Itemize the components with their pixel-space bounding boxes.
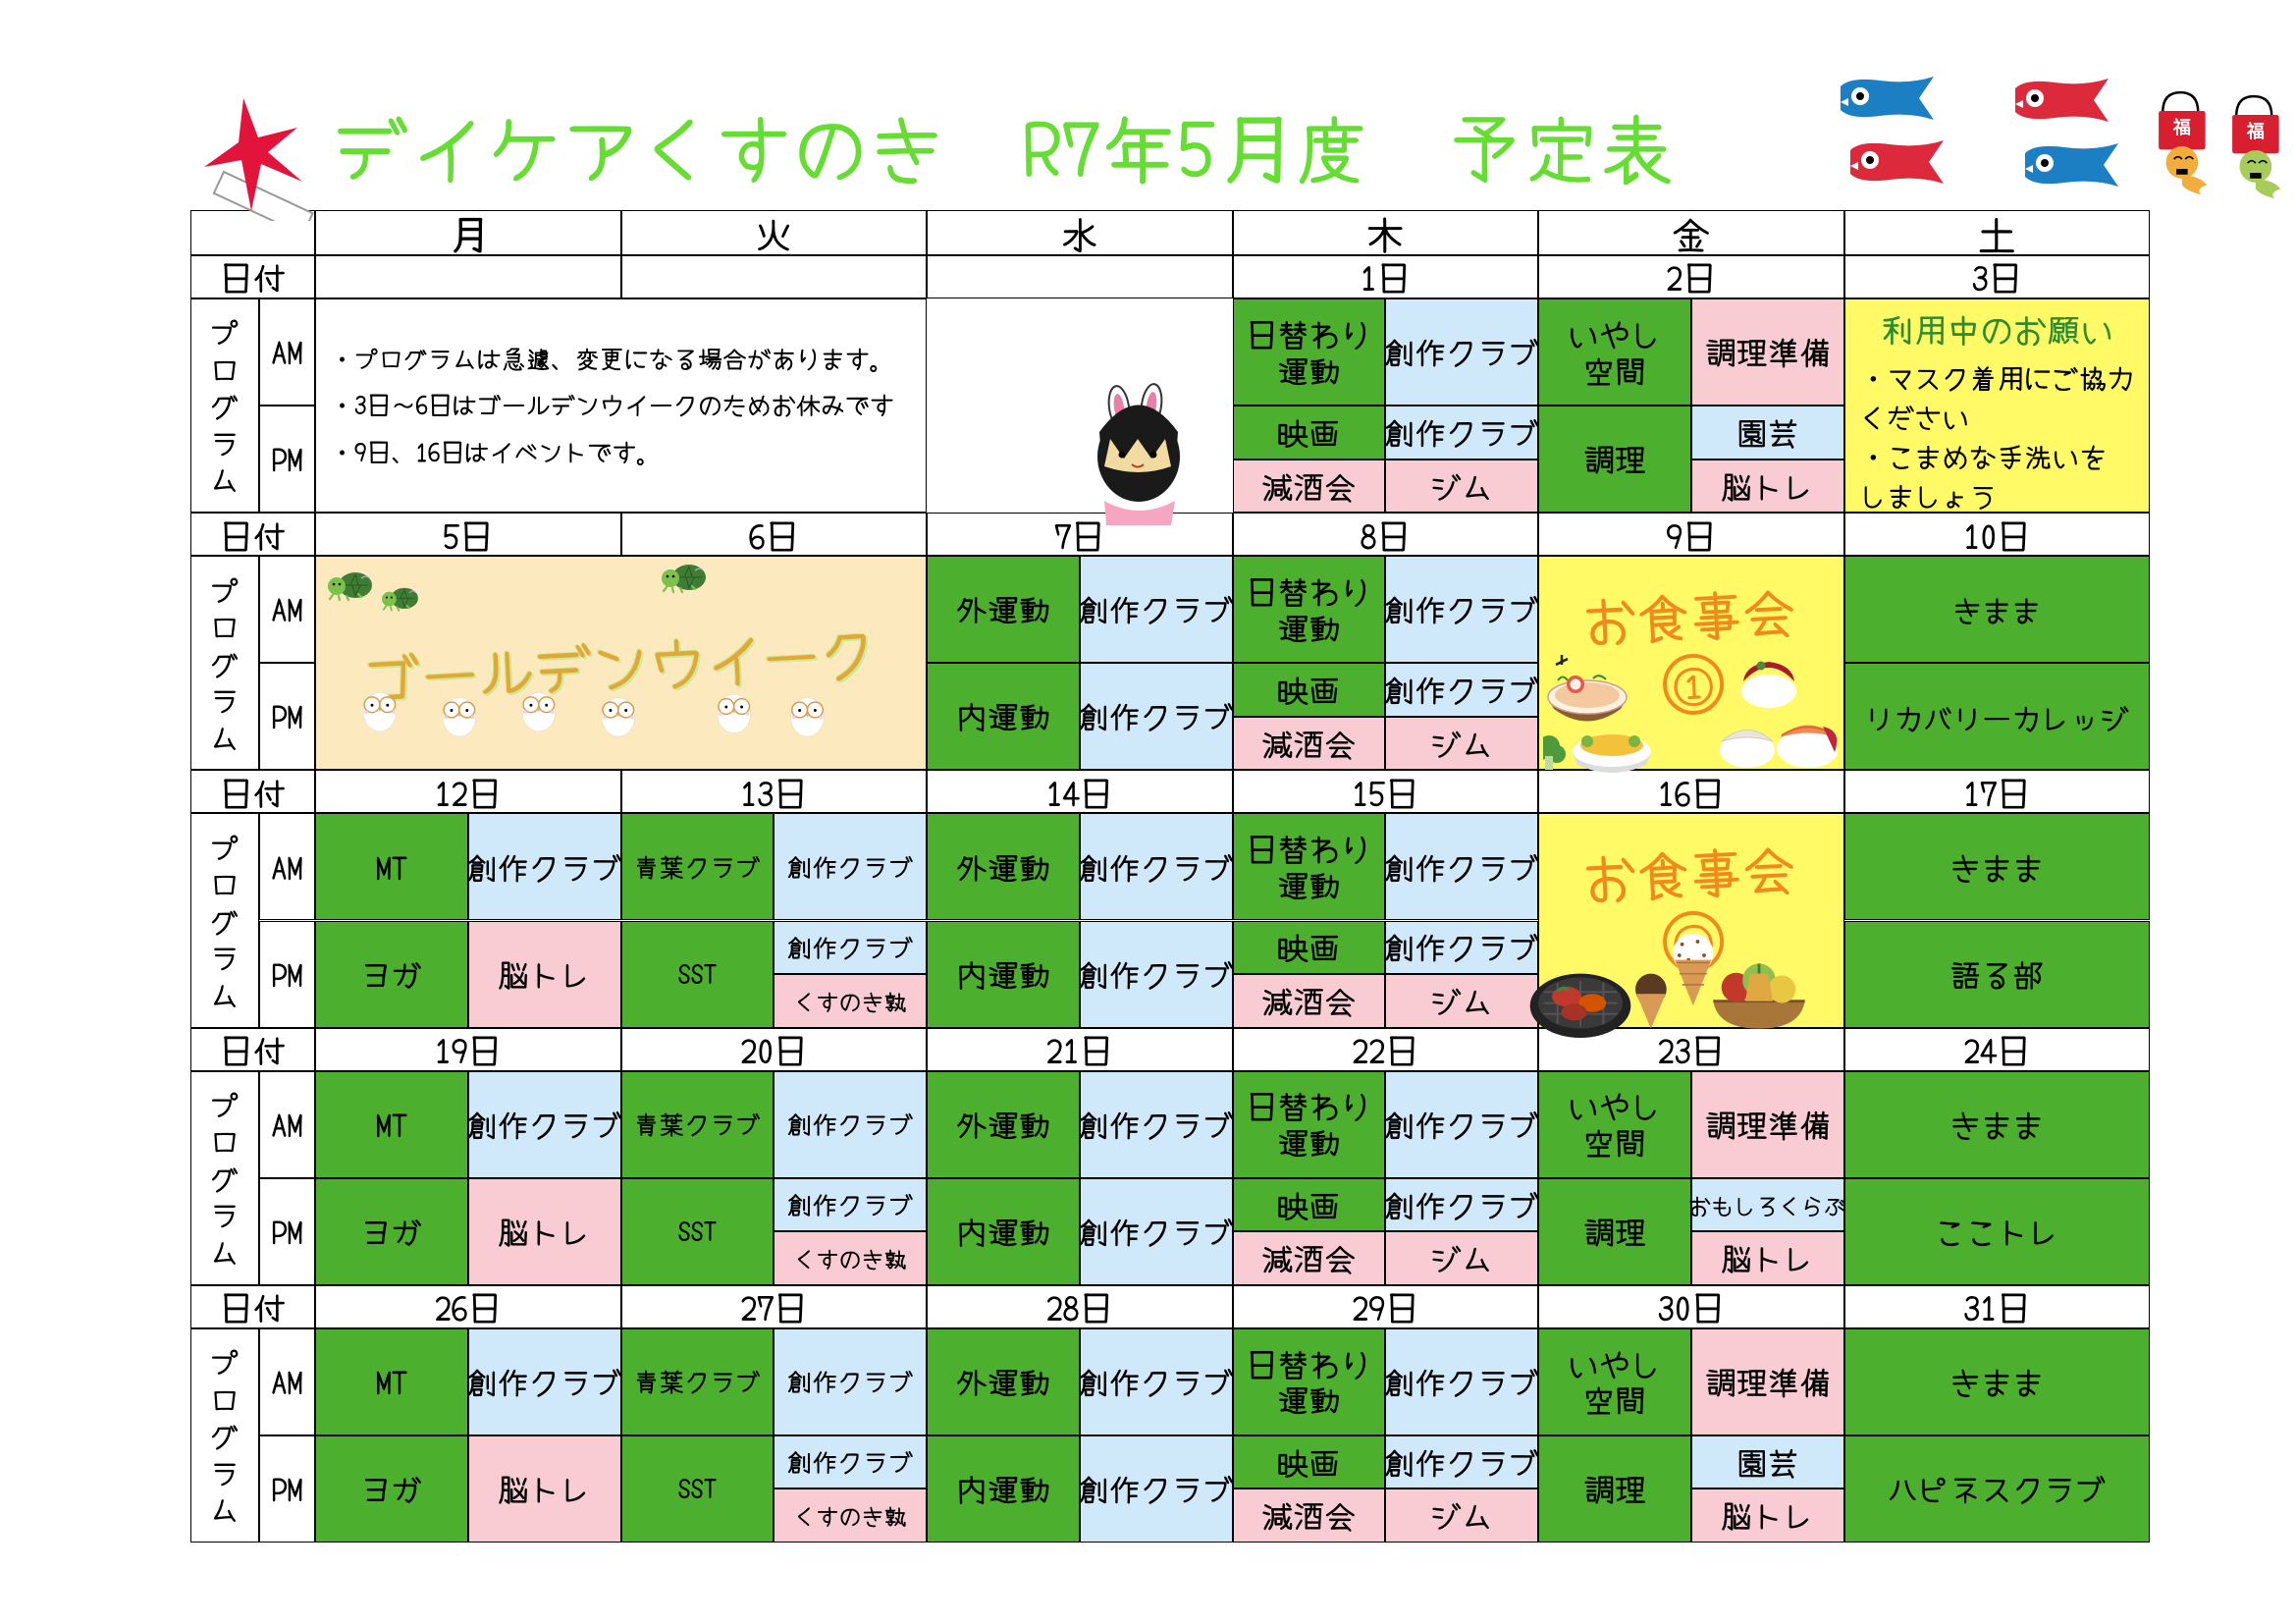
svg-text:福: 福 bbox=[2246, 121, 2265, 141]
svg-text:福: 福 bbox=[2172, 117, 2191, 137]
